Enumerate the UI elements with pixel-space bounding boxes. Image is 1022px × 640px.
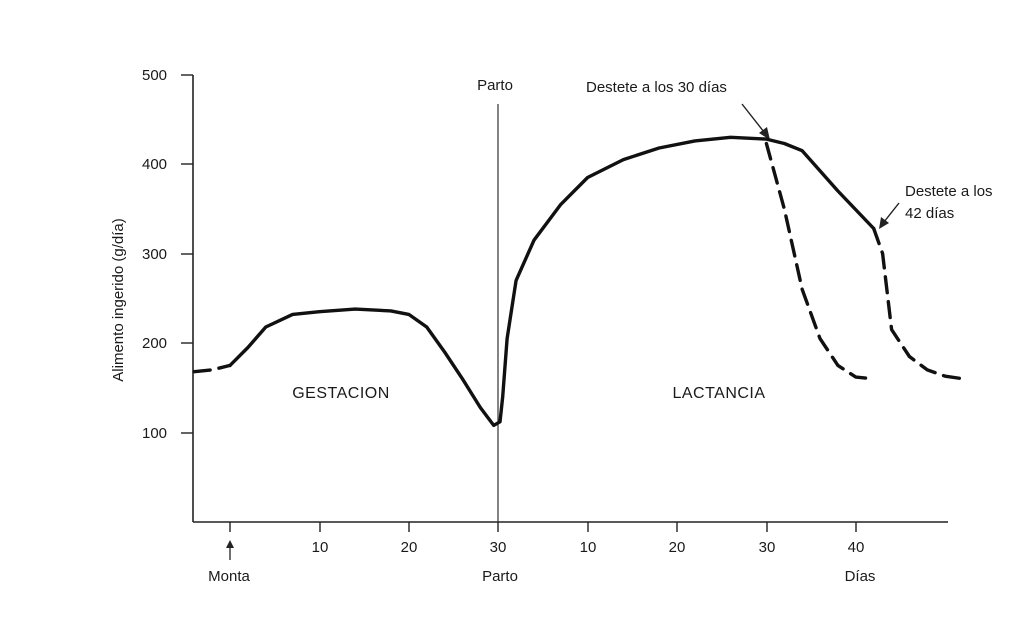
y-tick-label-400: 400 <box>142 156 167 173</box>
y-tick-label-300: 300 <box>142 246 167 263</box>
x-tick-label-gest-20: 20 <box>401 539 418 556</box>
x-tick-label-gest-30: 30 <box>490 539 507 556</box>
parto-bottom-label: Parto <box>482 568 518 585</box>
weaning-30-arrow <box>741 103 770 140</box>
weaning-42-annotation-line2: 42 días <box>905 205 954 222</box>
x-ticks <box>229 522 857 532</box>
weaning-30-annotation: Destete a los 30 días <box>586 79 727 96</box>
y-axis-title: Alimento ingerido (g/día) <box>110 218 127 381</box>
gestation-region-label: GESTACION <box>292 385 390 402</box>
x-tick-label-lact-20: 20 <box>669 539 686 556</box>
weaning-42-annotation-line1: Destete a los <box>905 183 993 200</box>
series-layer <box>192 135 965 428</box>
x-tick-label-lact-40: 40 <box>848 539 865 556</box>
x-tick-label-lact-10: 10 <box>580 539 597 556</box>
y-tick-label-500: 500 <box>142 67 167 84</box>
y-tick-label-100: 100 <box>142 425 167 442</box>
monta-label: Monta <box>208 568 250 585</box>
weaning-42-arrow <box>879 202 900 229</box>
dias-label: Días <box>845 568 876 585</box>
x-tick-label-lact-30: 30 <box>759 539 776 556</box>
x-tick-label-gest-10: 10 <box>312 539 329 556</box>
lactation-region-label: LACTANCIA <box>672 385 765 402</box>
y-ticks <box>181 74 193 434</box>
parto-top-label: Parto <box>477 77 513 94</box>
series-line-1-dashed <box>192 363 232 374</box>
y-tick-label-200: 200 <box>142 335 167 352</box>
series-line-2-dashed <box>764 141 876 381</box>
monta-arrow <box>226 540 234 560</box>
series-line-3-dashed <box>872 226 965 381</box>
series-line-0-solid <box>228 135 876 428</box>
